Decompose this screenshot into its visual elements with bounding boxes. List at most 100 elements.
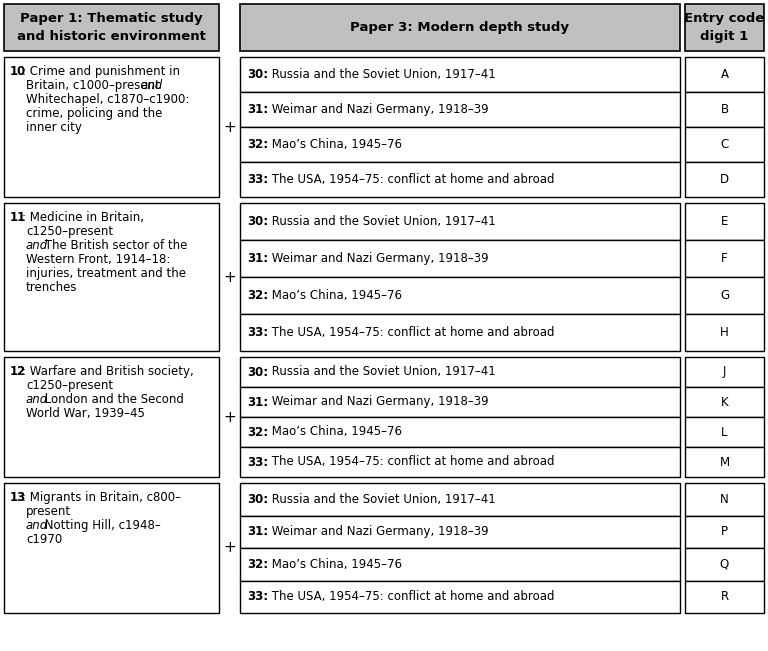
Bar [4,357,219,477]
Bar [685,581,764,613]
Text: 31:: 31: [247,396,268,408]
Text: P: P [721,525,728,538]
Text: 32:: 32: [247,289,268,302]
Text: J: J [723,365,727,378]
Text: : Mao’s China, 1945–76: : Mao’s China, 1945–76 [264,426,402,439]
Text: 11: 11 [10,211,26,224]
Text: inner city: inner city [26,121,82,134]
Text: Entry code
digit 1: Entry code digit 1 [684,12,765,43]
Bar [240,417,680,447]
Text: 30:: 30: [247,215,268,228]
Text: H: H [720,326,729,339]
Bar [4,57,219,197]
Text: 30:: 30: [247,365,268,378]
Text: B: B [720,103,729,116]
Text: 31:: 31: [247,252,268,265]
Text: 10: 10 [10,65,26,78]
Bar [685,277,764,314]
Text: +: + [223,540,236,555]
Bar [240,162,680,197]
Bar [685,387,764,417]
Text: Paper 1: Thematic study
and historic environment: Paper 1: Thematic study and historic env… [17,12,206,43]
Text: A: A [720,68,729,81]
Text: 30:: 30: [247,493,268,506]
Text: : Medicine in Britain,: : Medicine in Britain, [22,211,144,224]
Text: : The USA, 1954–75: conflict at home and abroad: : The USA, 1954–75: conflict at home and… [264,456,555,469]
Text: : Migrants in Britain, c800–: : Migrants in Britain, c800– [22,491,180,504]
Bar [240,4,680,51]
Text: c1250–present: c1250–present [26,225,113,238]
Text: G: G [720,289,729,302]
Text: 32:: 32: [247,426,268,439]
Text: c1250–present: c1250–present [26,379,113,392]
Bar [240,240,680,277]
Text: +: + [223,409,236,424]
Bar [685,314,764,351]
Text: Notting Hill, c1948–: Notting Hill, c1948– [41,519,161,532]
Text: : Mao’s China, 1945–76: : Mao’s China, 1945–76 [264,289,402,302]
Text: : Warfare and British society,: : Warfare and British society, [22,365,194,378]
Bar [240,357,680,387]
Text: D: D [720,173,729,186]
Text: : Russia and the Soviet Union, 1917–41: : Russia and the Soviet Union, 1917–41 [264,365,496,378]
Text: 31:: 31: [247,525,268,538]
Text: Paper 3: Modern depth study: Paper 3: Modern depth study [350,21,570,34]
Bar [4,203,219,351]
Text: +: + [223,120,236,135]
Bar [685,57,764,92]
Text: 12: 12 [10,365,26,378]
Text: and: and [26,239,48,252]
Bar [685,417,764,447]
Bar [240,483,680,516]
Bar [685,4,764,51]
Bar [685,447,764,477]
Text: Britain, c1000–present: Britain, c1000–present [26,79,164,92]
Text: 32:: 32: [247,558,268,571]
Text: : The USA, 1954–75: conflict at home and abroad: : The USA, 1954–75: conflict at home and… [264,173,555,186]
Text: injuries, treatment and the: injuries, treatment and the [26,267,186,280]
Text: trenches: trenches [26,281,78,294]
Text: 33:: 33: [247,590,268,603]
Text: 31:: 31: [247,103,268,116]
Text: : Russia and the Soviet Union, 1917–41: : Russia and the Soviet Union, 1917–41 [264,68,496,81]
Text: 33:: 33: [247,173,268,186]
Bar [240,516,680,548]
Bar [240,314,680,351]
Text: E: E [721,215,728,228]
Text: : The USA, 1954–75: conflict at home and abroad: : The USA, 1954–75: conflict at home and… [264,326,555,339]
Text: : Weimar and Nazi Germany, 1918–39: : Weimar and Nazi Germany, 1918–39 [264,396,489,408]
Bar [685,357,764,387]
Text: : The USA, 1954–75: conflict at home and abroad: : The USA, 1954–75: conflict at home and… [264,590,555,603]
Bar [240,548,680,581]
Text: World War, 1939–45: World War, 1939–45 [26,407,145,420]
Bar [685,516,764,548]
Text: N: N [720,493,729,506]
Text: : Mao’s China, 1945–76: : Mao’s China, 1945–76 [264,138,402,151]
Bar [240,387,680,417]
Text: M: M [720,456,730,469]
Text: and: and [26,519,48,532]
Text: Whitechapel, c1870–c1900:: Whitechapel, c1870–c1900: [26,93,190,106]
Bar [240,57,680,92]
Text: Q: Q [720,558,729,571]
Text: and: and [141,79,164,92]
Bar [240,127,680,162]
Text: crime, policing and the: crime, policing and the [26,107,162,120]
Bar [685,127,764,162]
Text: London and the Second: London and the Second [41,393,184,406]
Text: K: K [720,396,728,408]
Bar [685,162,764,197]
Text: : Weimar and Nazi Germany, 1918–39: : Weimar and Nazi Germany, 1918–39 [264,103,489,116]
Text: and: and [26,393,48,406]
Bar [4,483,219,613]
Text: : Weimar and Nazi Germany, 1918–39: : Weimar and Nazi Germany, 1918–39 [264,525,489,538]
Bar [685,483,764,516]
Bar [685,92,764,127]
Bar [4,4,219,51]
Bar [685,240,764,277]
Text: L: L [721,426,728,439]
Text: c1970: c1970 [26,533,62,546]
Text: 13: 13 [10,491,26,504]
Text: : Mao’s China, 1945–76: : Mao’s China, 1945–76 [264,558,402,571]
Text: R: R [720,590,729,603]
